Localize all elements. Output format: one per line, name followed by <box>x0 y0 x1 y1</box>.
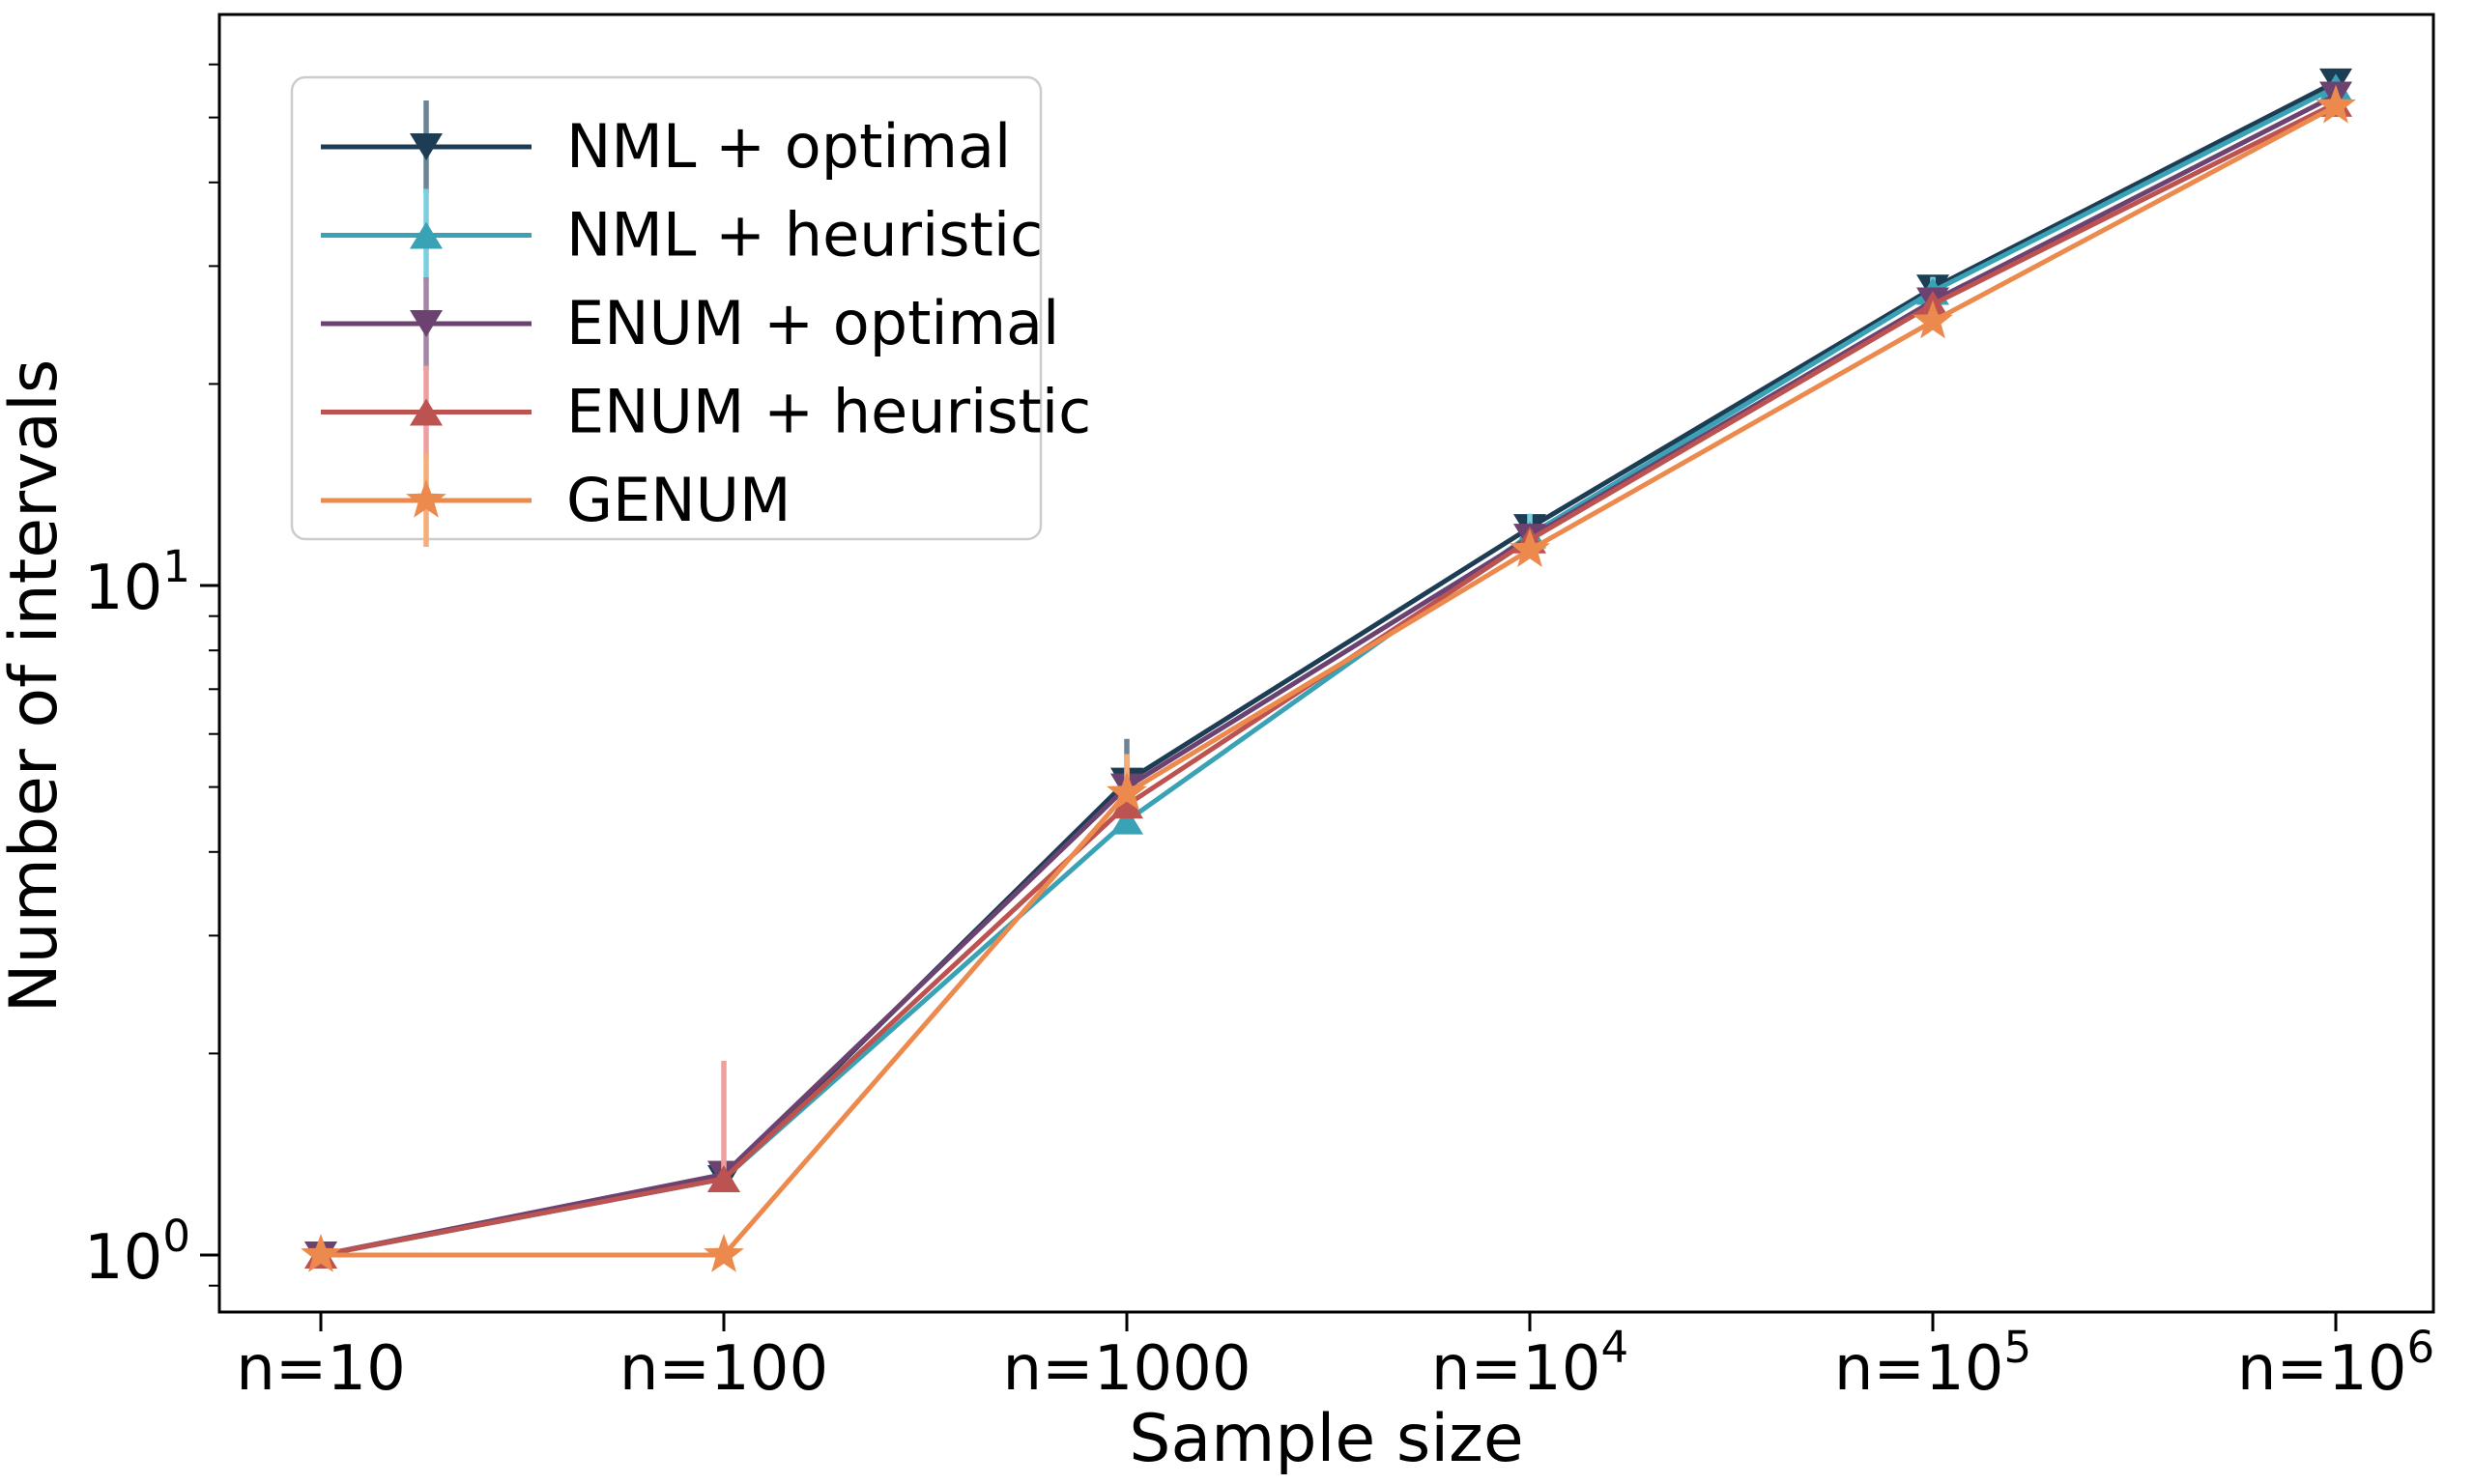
legend-label: ENUM + heuristic <box>566 377 1091 447</box>
y-axis-title: Number of intervals <box>0 359 72 1013</box>
legend-entry: ENUM + heuristic <box>321 365 1091 459</box>
x-tick-label: n=104 <box>1431 1322 1628 1405</box>
legend-entry: GENUM <box>321 454 791 547</box>
data-point-marker <box>301 1234 341 1272</box>
legend-label: GENUM <box>566 465 791 535</box>
data-point-marker <box>704 1234 744 1272</box>
series-line <box>321 103 2338 1258</box>
legend-entry: NML + heuristic <box>321 188 1043 282</box>
triangle-up-icon <box>410 398 443 426</box>
x-tick-label: n=1000 <box>1002 1333 1251 1405</box>
x-axis: n=10 n=100 n=1000 n=104 n=105 n=106 <box>236 1312 2434 1405</box>
legend-label: NML + optimal <box>566 111 1011 182</box>
legend-entry: ENUM + optimal <box>321 277 1059 370</box>
x-axis-title: Sample size <box>1129 1401 1523 1477</box>
series-line <box>320 93 2338 1258</box>
y-tick-label: 101 <box>84 541 190 624</box>
legend-entry: NML + optimal <box>321 100 1011 193</box>
y-axis: 100 101 <box>84 63 219 1294</box>
star-icon <box>406 479 446 518</box>
x-tick-label: n=105 <box>1834 1322 2031 1405</box>
data-point-marker <box>1110 807 1143 835</box>
data-point-marker <box>707 1165 740 1193</box>
legend: NML + optimal NML + heuristic ENUM + optim… <box>290 75 1091 547</box>
legend-label: ENUM + optimal <box>566 288 1059 358</box>
data-point-marker <box>1107 771 1147 811</box>
legend-box <box>290 75 1043 541</box>
triangle-up-icon <box>410 221 443 249</box>
triangle-down-icon <box>410 133 443 160</box>
series-layer <box>301 68 2356 1272</box>
axes: n=10 n=100 n=1000 n=104 n=105 n=106 100 101 Samp… <box>0 13 2435 1477</box>
x-tick-label: n=10 <box>236 1333 406 1405</box>
legend-label: NML + heuristic <box>566 200 1043 271</box>
plot-border <box>217 13 2435 1314</box>
data-point-marker <box>2316 84 2356 124</box>
triangle-down-icon <box>410 310 443 337</box>
data-point-marker <box>1110 791 1143 819</box>
data-point-marker <box>1510 528 1550 567</box>
data-point-marker <box>1913 300 1953 339</box>
x-tick-label: n=106 <box>2237 1322 2434 1405</box>
series-genum <box>301 84 2356 1272</box>
y-tick-label: 100 <box>84 1211 190 1294</box>
x-tick-label: n=100 <box>619 1333 828 1405</box>
